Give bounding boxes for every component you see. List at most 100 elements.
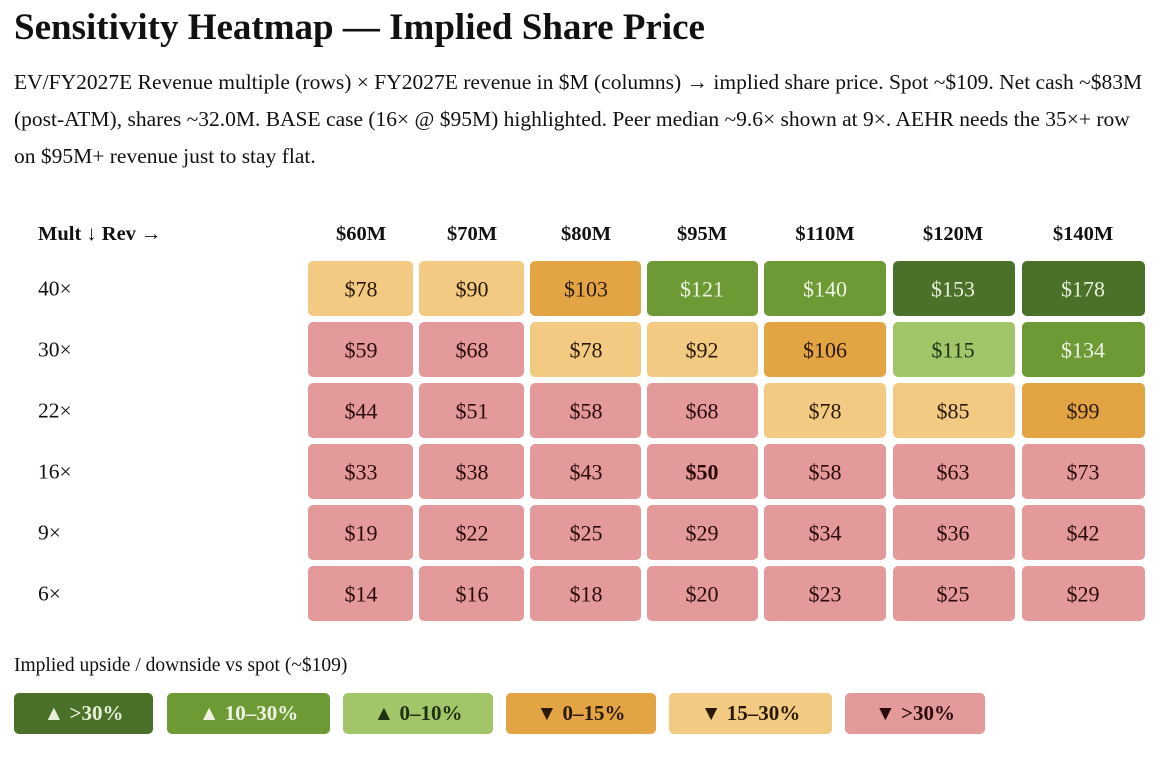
heatmap-cell-value: $51: [456, 399, 489, 424]
legend-chip-up-over-30: ▲ >30%: [14, 693, 153, 734]
corner-label: Mult ↓ Rev →: [38, 223, 162, 245]
heatmap-cell: [764, 383, 886, 438]
heatmap-cell-value: $115: [931, 338, 974, 363]
heatmap-cell: [893, 261, 1015, 316]
heatmap-cell-value: $29: [686, 521, 719, 546]
heatmap-cell-value: $33: [345, 460, 378, 485]
heatmap-cell: [308, 566, 413, 621]
heatmap-cell: [530, 566, 641, 621]
heatmap-cell: [893, 566, 1015, 621]
heatmap-cell-value: $44: [345, 399, 378, 424]
heatmap-cell: [893, 383, 1015, 438]
heatmap-cell-value: $68: [456, 338, 489, 363]
heatmap-cell: [419, 505, 524, 560]
heatmap-cell-value: $140: [803, 277, 847, 302]
column-header: $140M: [1053, 223, 1113, 245]
heatmap-cell: [647, 566, 758, 621]
heatmap-cell: [893, 444, 1015, 499]
heatmap-cell-value: $58: [570, 399, 603, 424]
heatmap-cell: [764, 322, 886, 377]
legend-chip-down-15-30: ▼ 15–30%: [669, 693, 832, 734]
heatmap-cell-value: $59: [345, 338, 378, 363]
heatmap-cell: [308, 505, 413, 560]
column-header: $110M: [795, 223, 854, 245]
heatmap-cell-value: $42: [1067, 521, 1100, 546]
heatmap-cell: [419, 566, 524, 621]
heatmap-cell: [530, 322, 641, 377]
heatmap-cell: [647, 383, 758, 438]
heatmap-cell: [530, 444, 641, 499]
heatmap-cell: [530, 505, 641, 560]
column-header: $80M: [561, 223, 611, 245]
heatmap-cell: [1022, 261, 1145, 316]
description: EV/FY2027E Revenue multiple (rows) × FY2…: [14, 70, 1143, 168]
heatmap-cell-value-highlight: $50: [686, 460, 719, 485]
heatmap-cell: [893, 505, 1015, 560]
heatmap-cell-value: $18: [570, 582, 603, 607]
heatmap-cell: [419, 261, 524, 316]
heatmap-cell: [1022, 566, 1145, 621]
heatmap-cell-value: $134: [1061, 338, 1105, 363]
legend-title: Implied upside / downside vs spot (~$109…: [14, 655, 348, 676]
heatmap-cell-value: $68: [686, 399, 719, 424]
heatmap-cell-value: $92: [686, 338, 719, 363]
heatmap-cell: [764, 444, 886, 499]
heatmap-cell: [647, 261, 758, 316]
heatmap-cell: [647, 444, 758, 499]
heatmap-cell: [308, 383, 413, 438]
row-label: 30×: [38, 338, 72, 362]
heatmap-cell-value: $99: [1067, 399, 1100, 424]
heatmap-cell: [764, 261, 886, 316]
heatmap-cell: [647, 505, 758, 560]
heatmap-cell: [419, 322, 524, 377]
heatmap-cell: [419, 383, 524, 438]
heatmap-cell-value: $36: [937, 521, 970, 546]
heatmap-cell-value: $106: [803, 338, 847, 363]
column-header: $60M: [336, 223, 386, 245]
column-header: $95M: [677, 223, 727, 245]
heatmap-cell: [764, 505, 886, 560]
heatmap-cell-value: $78: [345, 277, 378, 302]
heatmap-cell-value: $20: [686, 582, 719, 607]
legend-chip-up-0-10: ▲ 0–10%: [343, 693, 493, 734]
row-label: 6×: [38, 582, 61, 606]
heatmap-cell: [419, 444, 524, 499]
heatmap-cell-value: $78: [570, 338, 603, 363]
heatmap-cell-value: $34: [809, 521, 842, 546]
heatmap-cell-value: $85: [937, 399, 970, 424]
heatmap-cell-value: $121: [680, 277, 724, 302]
heatmap-cell-value: $25: [570, 521, 603, 546]
legend-chip-down-over-30: ▼ >30%: [845, 693, 985, 734]
heatmap-cell-value: $23: [809, 582, 842, 607]
column-header: $70M: [447, 223, 497, 245]
heatmap-cell: [1022, 444, 1145, 499]
row-label: 40×: [38, 277, 72, 301]
heatmap-cell: [647, 322, 758, 377]
heatmap-cell-value: $19: [345, 521, 378, 546]
heatmap-cell: [764, 566, 886, 621]
heatmap-cell: [530, 383, 641, 438]
heatmap-cell-value: $73: [1067, 460, 1100, 485]
row-label: 22×: [38, 399, 72, 423]
heatmap-cell-value: $90: [456, 277, 489, 302]
heatmap-cell: [1022, 505, 1145, 560]
row-label: 16×: [38, 460, 72, 484]
heatmap-cell-value: $178: [1061, 277, 1105, 302]
page-title: Sensitivity Heatmap — Implied Share Pric…: [14, 7, 705, 48]
heatmap-cell-value: $63: [937, 460, 970, 485]
row-label: 9×: [38, 521, 61, 545]
heatmap-cell: [308, 444, 413, 499]
legend-chip-up-10-30: ▲ 10–30%: [167, 693, 330, 734]
heatmap-cell-value: $16: [456, 582, 489, 607]
heatmap-cell-value: $25: [937, 582, 970, 607]
legend-chip-down-0-15: ▼ 0–15%: [506, 693, 656, 734]
heatmap-cell-value: $78: [809, 399, 842, 424]
heatmap-cell-value: $38: [456, 460, 489, 485]
heatmap-cell-value: $29: [1067, 582, 1100, 607]
heatmap-cell: [308, 322, 413, 377]
heatmap-cell-value: $103: [564, 277, 608, 302]
column-header: $120M: [923, 223, 983, 245]
heatmap-cell: [1022, 322, 1145, 377]
heatmap-cell: [893, 322, 1015, 377]
